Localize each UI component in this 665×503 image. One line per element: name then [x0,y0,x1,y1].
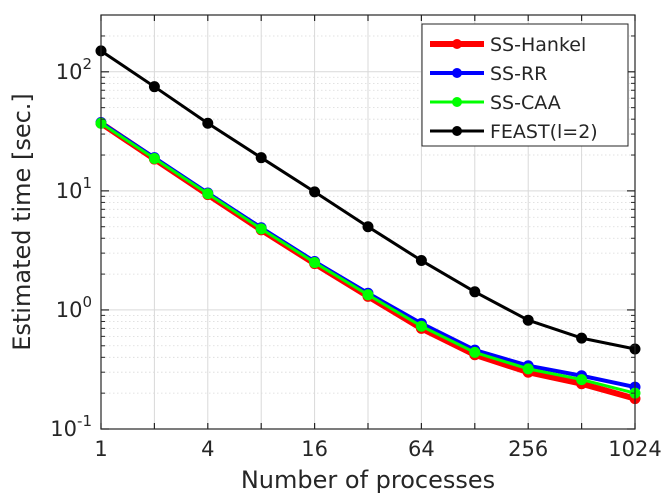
y-tick-label: 101 [56,174,92,203]
y-axis-label: Estimated time [sec.] [8,93,36,351]
x-tick-label: 4 [201,437,214,461]
data-point [415,320,427,332]
y-tick-labels: 10-1 100 101 102 [50,55,92,441]
x-tick-labels: 1 4 16 64 256 1024 [94,437,661,461]
y-tick-label: 100 [56,293,92,322]
data-point [309,186,321,198]
data-point [522,363,534,375]
legend-entry: FEAST(l=2) [430,121,598,143]
data-point [148,81,160,93]
data-point [362,289,374,301]
data-point [255,152,267,164]
data-point [202,188,214,200]
legend-entry: SS-RR [430,63,547,85]
data-point [415,255,427,267]
x-tick-label: 64 [408,437,435,461]
x-tick-label: 16 [301,437,328,461]
legend-label: SS-CAA [490,92,561,114]
data-point [576,374,588,386]
data-point [469,286,481,298]
series-ss-caa [95,117,641,399]
y-tick-label: 102 [56,55,92,84]
x-axis-label: Number of processes [241,466,495,494]
data-point [309,257,321,269]
legend-label: SS-Hankel [490,34,586,56]
data-point [469,346,481,358]
data-point [202,117,214,129]
legend-swatch-marker [452,68,462,78]
legend-swatch-marker [452,39,462,49]
tick-marks [100,15,636,430]
legend-entry: SS-Hankel [430,34,586,56]
legend-swatch-marker [452,97,462,107]
data-point [148,153,160,165]
x-tick-label: 1024 [608,437,661,461]
data-point [255,223,267,235]
x-tick-label: 1 [94,437,107,461]
series-layer [95,45,641,405]
legend-swatch-marker [452,126,462,136]
y-tick-label: 10-1 [50,412,92,441]
legend-label: FEAST(l=2) [490,121,598,143]
legend: SS-Hankel SS-RR SS-CAA FEAST(l=2) [421,23,629,147]
legend-label: SS-RR [490,63,547,85]
data-point [576,332,588,344]
legend-entry: SS-CAA [430,92,561,114]
x-tick-label: 256 [508,437,548,461]
data-point [522,314,534,326]
data-point [362,221,374,233]
